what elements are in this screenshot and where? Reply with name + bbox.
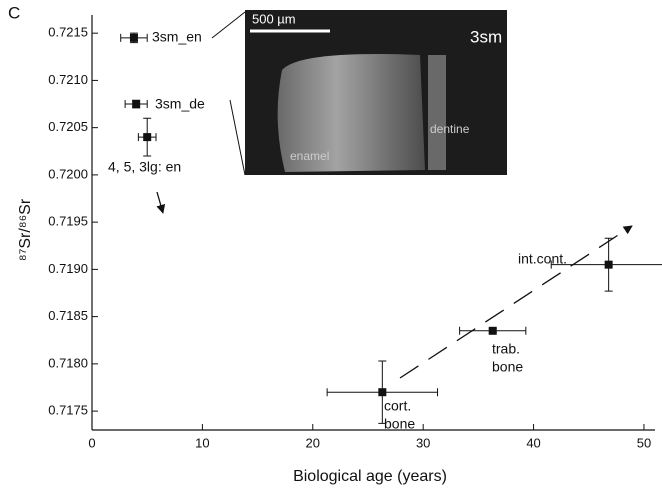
point	[132, 100, 140, 108]
x-tick-label: 30	[416, 435, 430, 450]
inset-annotation: enamel	[290, 149, 329, 163]
chart: C 500 µm 3sm enamel dentine Biological a…	[0, 0, 662, 491]
x-tick-label: 50	[637, 435, 651, 450]
y-tick-label: 0.7195	[48, 214, 88, 229]
x-tick-label: 20	[306, 435, 320, 450]
y-tick-label: 0.7180	[48, 355, 88, 370]
leader-line	[230, 100, 245, 175]
y-tick-label: 0.7175	[48, 403, 88, 418]
point-label: trab.	[492, 341, 520, 357]
trend-arrow	[157, 192, 163, 213]
y-axis-label: ⁸⁷Sr/⁸⁶Sr	[17, 198, 34, 261]
y-tick-label: 0.7185	[48, 308, 88, 323]
panel-label: C	[8, 3, 20, 22]
inset-dentine	[428, 55, 446, 170]
point	[143, 133, 151, 141]
point	[605, 261, 613, 269]
point-label: bone	[492, 359, 523, 375]
point-label: 3sm_en	[152, 29, 202, 45]
inset-label: 3sm	[470, 27, 502, 46]
y-tick-label: 0.7205	[48, 119, 88, 134]
point	[130, 34, 138, 42]
point-label: 3sm_de	[155, 96, 205, 112]
leader-line	[212, 12, 245, 38]
x-tick-label: 10	[195, 435, 209, 450]
point-label: 4, 5, 3lg: en	[108, 159, 181, 175]
point-label: cort.	[384, 398, 411, 414]
inset-scale-label: 500 µm	[252, 11, 296, 26]
inset-image: 500 µm 3sm enamel dentine	[245, 10, 507, 175]
y-tick-label: 0.7190	[48, 261, 88, 276]
point	[378, 388, 386, 396]
point	[489, 327, 497, 335]
x-tick-label: 0	[88, 435, 95, 450]
inset-annotation: dentine	[430, 122, 470, 136]
y-tick-label: 0.7215	[48, 25, 88, 40]
point-label: bone	[384, 416, 415, 432]
point-label: int.cont.	[518, 251, 567, 267]
x-axis-label: Biological age (years)	[293, 468, 447, 485]
y-tick-label: 0.7200	[48, 166, 88, 181]
y-tick-label: 0.7210	[48, 72, 88, 87]
x-tick-label: 40	[526, 435, 540, 450]
